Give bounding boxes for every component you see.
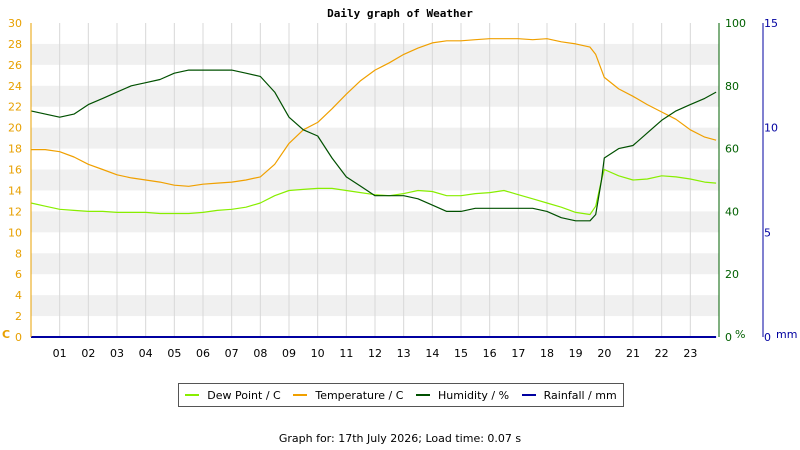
left-axis-tick-label: 10 xyxy=(8,226,22,239)
left-axis-tick-label: 24 xyxy=(8,80,22,93)
legend-item-humidity: Humidity / % xyxy=(416,389,509,402)
left-axis-tick-label: 22 xyxy=(8,101,22,114)
right-axis-humidity-tick-label: 100 xyxy=(725,17,746,30)
series-line-temperature xyxy=(31,38,717,187)
right-axis-rainfall-tick-label: 15 xyxy=(764,17,778,30)
right-axis-humidity-tick-label: 60 xyxy=(725,143,739,156)
legend-item-temperature: Temperature / C xyxy=(293,389,403,402)
left-axis-tick-label: 0 xyxy=(15,331,22,344)
left-axis-tick-label: 12 xyxy=(8,205,22,218)
left-axis-unit-label: C xyxy=(2,328,10,341)
x-axis-tick-label: 23 xyxy=(683,347,697,360)
left-axis-tick-label: 16 xyxy=(8,164,22,177)
legend-swatch-temperature xyxy=(293,394,308,396)
x-axis-tick-label: 12 xyxy=(368,347,382,360)
left-axis-tick-label: 4 xyxy=(15,289,22,302)
legend-swatch-rainfall xyxy=(521,394,536,396)
right-axis-humidity-tick-label: 20 xyxy=(725,268,739,281)
x-axis-tick-label: 15 xyxy=(454,347,468,360)
right-axis-humidity-unit-label: % xyxy=(735,328,745,341)
left-axis-tick-label: 20 xyxy=(8,122,22,135)
x-axis-tick-label: 03 xyxy=(110,347,124,360)
left-axis-tick-label: 30 xyxy=(8,17,22,30)
x-axis-tick-label: 19 xyxy=(569,347,583,360)
x-axis-tick-label: 18 xyxy=(540,347,554,360)
legend-label-humidity: Humidity / % xyxy=(438,388,510,402)
x-axis-tick-label: 17 xyxy=(511,347,525,360)
legend-item-dew-point: Dew Point / C xyxy=(185,388,281,402)
x-axis-tick-label: 09 xyxy=(282,347,296,360)
x-axis-tick-label: 22 xyxy=(655,347,669,360)
right-axis-humidity-tick-label: 0 xyxy=(725,331,732,344)
x-axis-tick-label: 06 xyxy=(196,347,210,360)
legend-swatch-humidity xyxy=(416,394,431,396)
legend-label-temperature: Temperature / C xyxy=(315,388,404,402)
x-axis-tick-label: 14 xyxy=(425,347,439,360)
chart-title: Daily graph of Weather xyxy=(327,7,473,20)
legend-item-rainfall: Rainfall / mm xyxy=(521,388,617,402)
series-lines xyxy=(30,38,717,338)
left-axis-tick-label: 8 xyxy=(15,247,22,260)
x-axis-tick-label: 04 xyxy=(139,347,153,360)
left-axis-tick-label: 28 xyxy=(8,38,22,51)
vertical-gridlines xyxy=(59,23,691,337)
legend-label-rainfall: Rainfall / mm xyxy=(543,388,617,402)
x-axis-tick-label: 11 xyxy=(339,347,353,360)
x-axis-tick-label: 10 xyxy=(311,347,325,360)
x-axis-tick-label: 02 xyxy=(81,347,95,360)
legend-swatch-dew-point xyxy=(185,394,200,396)
footer-status: Graph for: 17th July 2026; Load time: 0.… xyxy=(278,432,522,445)
right-axis-rainfall-tick-label: 10 xyxy=(764,122,778,135)
right-axis-rainfall-tick-label: 0 xyxy=(764,331,771,344)
series-line-humidity xyxy=(30,69,717,222)
right-axis-humidity-tick-label: 40 xyxy=(725,205,739,218)
x-axis-tick-label: 05 xyxy=(167,347,181,360)
left-axis-tick-label: 2 xyxy=(15,310,22,323)
x-axis-tick-label: 21 xyxy=(626,347,640,360)
left-axis-tick-label: 26 xyxy=(8,59,22,72)
right-axis-rainfall-unit-label: mm xyxy=(776,328,797,341)
left-axis-tick-label: 6 xyxy=(15,268,22,281)
legend: Dew Point / C Temperature / C Humidity /… xyxy=(178,383,624,407)
left-axis-tick-label: 18 xyxy=(8,143,22,156)
left-axis-tick-label: 14 xyxy=(8,184,22,197)
x-axis-tick-label: 13 xyxy=(397,347,411,360)
legend-label-dew-point: Dew Point / C xyxy=(207,388,281,402)
right-axis-humidity-tick-label: 80 xyxy=(725,80,739,93)
x-axis-tick-label: 16 xyxy=(483,347,497,360)
x-axis-tick-label: 20 xyxy=(597,347,611,360)
axes xyxy=(30,23,764,337)
right-axis-rainfall-tick-label: 5 xyxy=(764,226,771,239)
x-axis-tick-label: 07 xyxy=(225,347,239,360)
x-axis-tick-label: 01 xyxy=(53,347,67,360)
x-axis-tick-label: 08 xyxy=(253,347,267,360)
